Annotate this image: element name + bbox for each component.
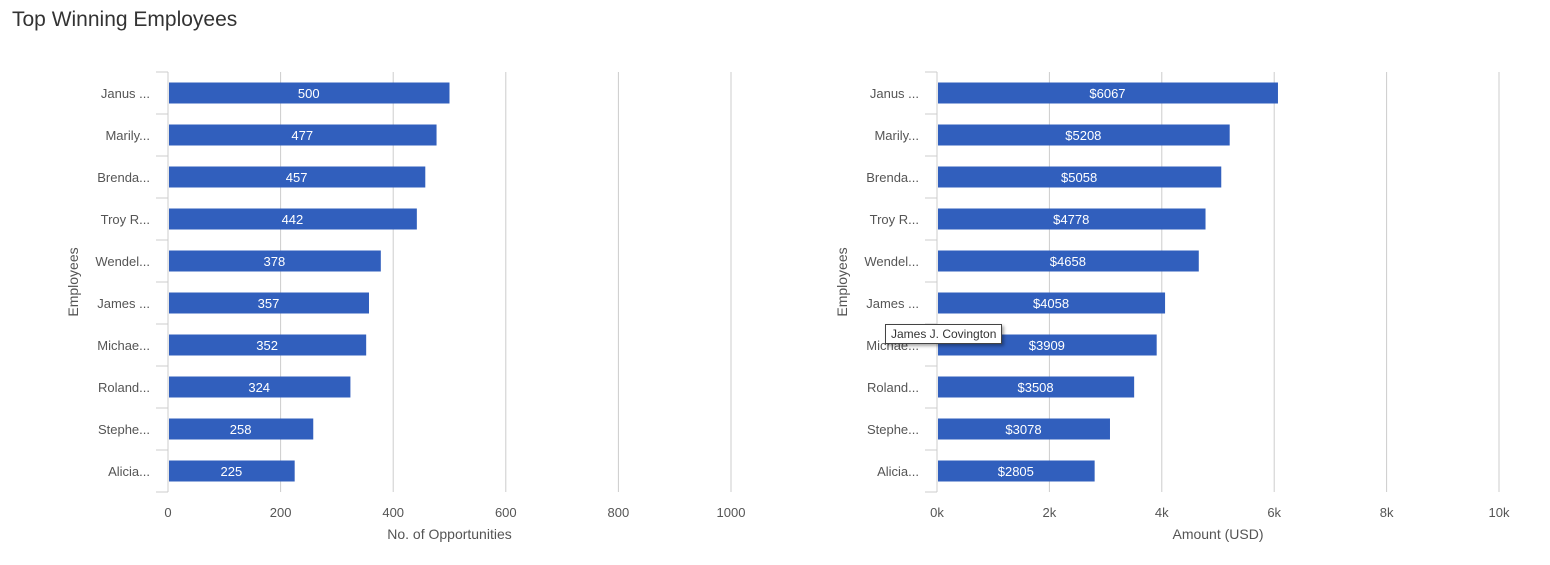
opportunities-bar [169, 334, 367, 356]
amount-bar [938, 208, 1206, 230]
opportunities-category-label: Wendel... [95, 254, 150, 269]
opportunities-category-label: Michae... [97, 338, 150, 353]
opportunities-bar [169, 460, 295, 482]
opportunities-category-label: Brenda... [97, 170, 150, 185]
opportunities-bar-label: 352 [256, 338, 278, 353]
opportunities-bar [169, 292, 369, 314]
amount-x-tick-label: 4k [1155, 505, 1169, 520]
amount-category-label: Marily... [874, 128, 919, 143]
opportunities-x-tick-label: 200 [270, 505, 292, 520]
amount-x-axis-title: Amount (USD) [1172, 526, 1263, 542]
amount-bar [938, 460, 1095, 482]
opportunities-category-label: Roland... [98, 380, 150, 395]
amount-category-label: Roland... [867, 380, 919, 395]
amount-category-label: Janus ... [870, 86, 919, 101]
opportunities-y-axis-title: Employees [65, 247, 81, 316]
amount-bar-label: $2805 [998, 464, 1034, 479]
opportunities-bar [169, 418, 314, 440]
amount-category-label: Brenda... [866, 170, 919, 185]
opportunities-category-label: Alicia... [108, 464, 150, 479]
opportunities-x-tick-label: 800 [608, 505, 630, 520]
opportunities-bar-label: 357 [258, 296, 280, 311]
opportunities-bar [169, 124, 437, 146]
opportunities-bar-label: 457 [286, 170, 308, 185]
amount-bar-label: $3078 [1005, 422, 1041, 437]
opportunities-bar-label: 378 [264, 254, 286, 269]
opportunities-category-label: Janus ... [101, 86, 150, 101]
opportunities-x-tick-label: 600 [495, 505, 517, 520]
opportunities-bar [169, 376, 351, 398]
opportunities-bar [169, 166, 426, 188]
opportunities-bar-label: 258 [230, 422, 252, 437]
amount-bar-label: $5208 [1065, 128, 1101, 143]
amount-bar [938, 418, 1110, 440]
amount-bar-label: $5058 [1061, 170, 1097, 185]
amount-category-label: Stephe... [867, 422, 919, 437]
amount-x-tick-label: 0k [930, 505, 944, 520]
amount-x-tick-label: 2k [1043, 505, 1057, 520]
opportunities-x-tick-label: 0 [164, 505, 171, 520]
opportunities-bar-label: 477 [291, 128, 313, 143]
amount-bar-label: $4658 [1050, 254, 1086, 269]
amount-category-label: Wendel... [864, 254, 919, 269]
opportunities-chart: 0 200 400 600 800 1000 500 Janus ... 477 Marily..… [65, 71, 746, 542]
opportunities-bar [169, 208, 417, 230]
opportunities-bar-label: 324 [248, 380, 270, 395]
amount-y-axis-title: Employees [834, 247, 850, 316]
amount-bar-label: $6067 [1089, 86, 1125, 101]
opportunities-category-label: Troy R... [101, 212, 150, 227]
amount-bar-label: $3508 [1017, 380, 1053, 395]
amount-x-tick-label: 10k [1489, 505, 1510, 520]
opportunities-bar-label: 225 [220, 464, 242, 479]
opportunities-bar-label: 442 [282, 212, 304, 227]
opportunities-category-label: Marily... [105, 128, 150, 143]
amount-bar-label: $4778 [1053, 212, 1089, 227]
amount-x-tick-label: 8k [1380, 505, 1394, 520]
amount-bar-label: $3909 [1029, 338, 1065, 353]
opportunities-category-label: James ... [97, 296, 150, 311]
amount-bar [938, 292, 1166, 314]
opportunities-x-tick-label: 400 [382, 505, 404, 520]
amount-category-label: Alicia... [877, 464, 919, 479]
opportunities-x-tick-label: 1000 [717, 505, 746, 520]
opportunities-bar-label: 500 [298, 86, 320, 101]
amount-bar [938, 250, 1199, 272]
amount-bar [938, 82, 1278, 104]
amount-bar [938, 376, 1135, 398]
amount-category-label: Troy R... [870, 212, 919, 227]
amount-bar [938, 124, 1230, 146]
amount-bar-label: $4058 [1033, 296, 1069, 311]
opportunities-category-label: Stephe... [98, 422, 150, 437]
amount-x-tick-label: 6k [1267, 505, 1281, 520]
opportunities-bar [169, 82, 450, 104]
page-title: Top Winning Employees [12, 8, 238, 31]
employee-tooltip: James J. Covington [885, 324, 1003, 344]
amount-bar [938, 166, 1222, 188]
amount-category-label: James ... [866, 296, 919, 311]
opportunities-bar [169, 250, 381, 272]
opportunities-x-axis-title: No. of Opportunities [387, 526, 512, 542]
